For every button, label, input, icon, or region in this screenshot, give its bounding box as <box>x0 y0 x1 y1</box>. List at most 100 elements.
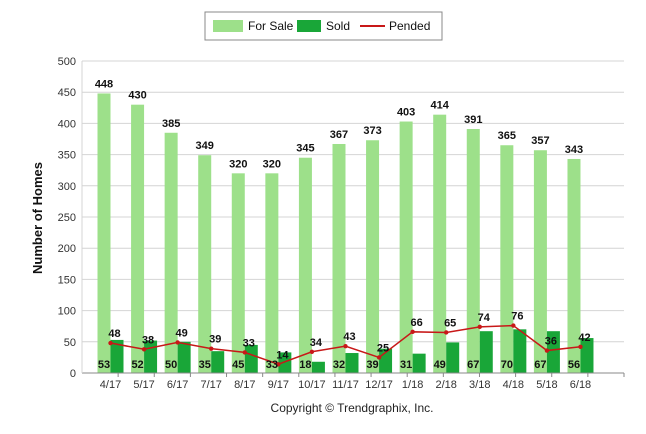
x-tick-label: 5/17 <box>133 379 154 391</box>
data-label-sold: 70 <box>501 359 513 371</box>
data-label-sold: 39 <box>366 359 378 371</box>
bar-sold <box>311 361 325 373</box>
data-label-for-sale: 365 <box>498 130 516 142</box>
data-label-for-sale: 373 <box>363 125 381 137</box>
pended-point <box>410 329 415 335</box>
x-tick-label: 6/17 <box>167 379 188 391</box>
y-tick-label: 350 <box>58 150 76 162</box>
legend-label-for-sale: For Sale <box>248 19 294 33</box>
bar-sold <box>244 344 258 373</box>
data-label-pended: 65 <box>444 317 456 329</box>
data-label-pended: 66 <box>411 317 423 329</box>
data-label-sold: 56 <box>568 359 580 371</box>
pended-point <box>309 349 315 354</box>
bar-for-sale <box>500 145 514 373</box>
bar-for-sale <box>97 93 111 373</box>
bar-sold <box>513 329 527 373</box>
pended-point <box>175 340 180 345</box>
x-tick-label: 4/17 <box>100 379 121 391</box>
data-label-for-sale: 343 <box>565 144 583 156</box>
legend-box <box>204 11 443 41</box>
pended-point <box>242 350 247 355</box>
bar-for-sale <box>131 104 145 374</box>
x-tick-label: 8/17 <box>234 379 255 391</box>
pended-point <box>276 362 281 367</box>
legend-swatch-sold <box>297 20 321 32</box>
data-label-pended: 25 <box>377 342 389 354</box>
bar-for-sale <box>164 132 178 373</box>
pended-point <box>209 346 214 351</box>
data-label-for-sale: 385 <box>162 118 180 130</box>
data-label-sold: 35 <box>199 359 211 371</box>
y-axis-title: Number of Homes <box>30 162 45 274</box>
data-label-sold: 49 <box>434 359 446 371</box>
data-labels: 448 53 430 52 385 50 349 35 320 45 320 33 345 18 367 32… <box>95 78 591 371</box>
data-label-pended: 48 <box>108 328 120 340</box>
data-label-pended: 42 <box>578 332 590 344</box>
data-label-for-sale: 367 <box>330 129 348 141</box>
legend-label-sold: Sold <box>326 19 350 33</box>
x-tick-label: 11/17 <box>332 379 359 391</box>
bar-sold <box>110 339 124 373</box>
y-tick-label: 150 <box>58 274 76 286</box>
data-label-for-sale: 391 <box>464 114 482 126</box>
pended-point <box>511 323 516 328</box>
data-label-pended: 49 <box>176 327 188 339</box>
bar-sold <box>446 342 460 373</box>
data-label-sold: 67 <box>467 359 479 371</box>
bar-for-sale <box>533 150 547 373</box>
data-label-sold: 31 <box>400 359 412 371</box>
bar-sold <box>479 331 493 373</box>
copyright-text: Copyright © Trendgraphix, Inc. <box>271 401 434 415</box>
data-label-sold: 67 <box>534 359 546 371</box>
bar-sold <box>580 338 594 373</box>
data-label-sold: 53 <box>98 359 110 371</box>
bar-for-sale <box>567 158 581 373</box>
legend-swatch-for-sale <box>213 20 243 32</box>
data-label-for-sale: 320 <box>229 158 247 170</box>
x-tick-label: 6/18 <box>570 379 591 391</box>
x-tick-label: 4/18 <box>503 379 524 391</box>
pended-point <box>141 347 147 352</box>
bar-for-sale <box>265 173 279 373</box>
bar-sold <box>412 353 426 373</box>
data-label-sold: 32 <box>333 359 345 371</box>
data-label-sold: 52 <box>131 359 143 371</box>
x-tick-label: 2/18 <box>435 379 456 391</box>
axes: 0 50 100 150 200 250 300 350 400 450 500 4/17 5/17 6/… <box>58 56 625 391</box>
data-label-pended: 34 <box>310 337 323 349</box>
data-label-for-sale: 414 <box>431 100 450 112</box>
pended-line <box>108 323 583 367</box>
y-tick-label: 50 <box>64 337 76 349</box>
bar-sold <box>177 341 191 373</box>
y-tick-label: 450 <box>58 87 76 99</box>
bars <box>97 93 594 374</box>
x-tick-label: 5/18 <box>536 379 557 391</box>
bar-for-sale <box>399 121 413 373</box>
data-label-for-sale: 357 <box>531 135 549 147</box>
data-label-pended: 38 <box>142 334 154 346</box>
pended-point <box>578 344 583 349</box>
pended-point <box>477 324 482 330</box>
data-label-sold: 45 <box>232 359 244 371</box>
bar-for-sale <box>366 140 380 373</box>
x-tick-label: 12/17 <box>365 379 393 391</box>
x-tick-label: 1/18 <box>402 379 423 391</box>
y-tick-label: 100 <box>58 306 76 318</box>
bar-for-sale <box>231 173 245 373</box>
bar-sold <box>345 353 359 373</box>
y-tick-label: 500 <box>58 56 76 68</box>
data-label-for-sale: 320 <box>263 158 281 170</box>
bar-sold <box>546 331 560 373</box>
data-label-for-sale: 345 <box>296 143 314 155</box>
data-label-for-sale: 430 <box>128 90 146 102</box>
data-label-for-sale: 403 <box>397 107 415 119</box>
y-tick-label: 0 <box>70 368 76 380</box>
data-label-pended: 43 <box>343 331 355 343</box>
bar-for-sale <box>198 155 212 373</box>
bar-sold <box>278 352 292 373</box>
y-tick-label: 250 <box>58 212 76 224</box>
data-label-pended: 36 <box>545 336 557 348</box>
